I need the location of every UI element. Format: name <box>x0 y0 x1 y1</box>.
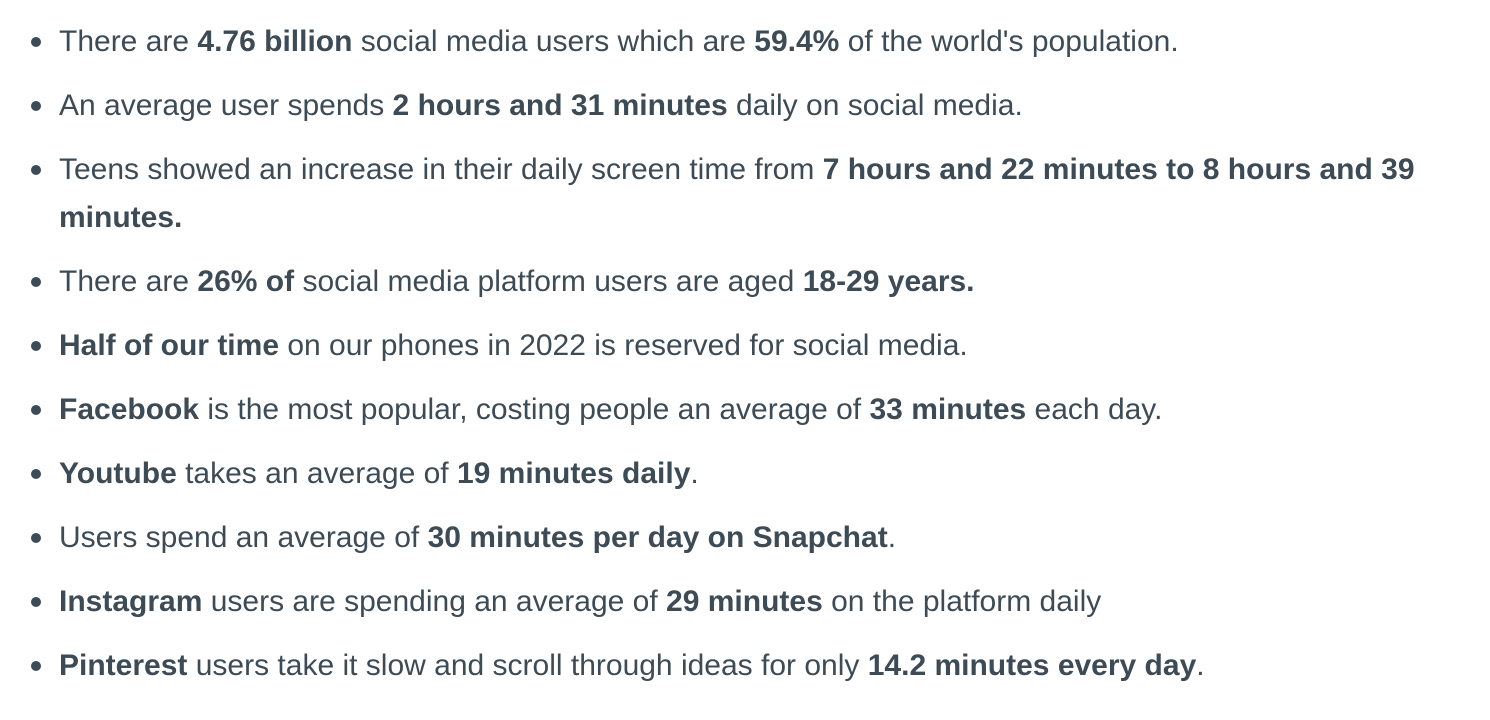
highlight-text: 7 hours and 22 minutes to 8 hours and 39… <box>59 153 1415 234</box>
highlight-text: 59.4% <box>754 25 840 58</box>
bullet-dot-icon <box>31 533 41 543</box>
bullet-dot-icon <box>31 341 41 351</box>
highlight-text: 33 minutes <box>869 393 1027 426</box>
highlight-text: 2 hours and 31 minutes <box>392 89 728 122</box>
body-text: An average user spends <box>59 89 393 122</box>
highlight-text: 14.2 minutes every day <box>867 649 1197 682</box>
highlight-text: 4.76 billion <box>197 25 353 58</box>
body-text: is the most popular, costing people an a… <box>199 393 870 426</box>
body-text: Teens showed an increase in their daily … <box>59 153 823 186</box>
list-item: Users spend an average of 30 minutes per… <box>0 514 1490 562</box>
bullet-dot-icon <box>31 165 41 175</box>
body-text: daily on social media. <box>727 89 1023 122</box>
bullet-dot-icon <box>31 277 41 287</box>
list-item: There are 4.76 billion social media user… <box>0 18 1490 66</box>
list-item: Facebook is the most popular, costing pe… <box>0 386 1490 434</box>
highlight-text: Instagram <box>59 585 203 618</box>
list-item: Pinterest users take it slow and scroll … <box>0 642 1490 690</box>
highlight-text: Pinterest <box>59 649 188 682</box>
bullet-dot-icon <box>31 469 41 479</box>
body-text: There are <box>59 265 198 298</box>
body-text: social media users which are <box>352 25 755 58</box>
bullet-dot-icon <box>31 661 41 671</box>
list-item: An average user spends 2 hours and 31 mi… <box>0 82 1490 130</box>
highlight-text: Youtube <box>59 457 177 490</box>
highlight-text: Facebook <box>59 393 200 426</box>
bullet-dot-icon <box>31 101 41 111</box>
list-item: Teens showed an increase in their daily … <box>0 146 1490 242</box>
body-text: . <box>1196 649 1205 682</box>
body-text: social media platform users are aged <box>294 265 803 298</box>
body-text: . <box>887 521 897 554</box>
body-text: on the platform daily <box>822 585 1102 618</box>
highlight-text: 26% of <box>197 265 295 298</box>
body-text: of the world's population. <box>839 25 1179 58</box>
body-text: Users spend an average of <box>59 521 428 554</box>
body-text: There are <box>59 25 198 58</box>
highlight-text: 19 minutes daily <box>456 457 691 490</box>
body-text: users are spending an average of <box>202 585 667 618</box>
list-item: Youtube takes an average of 19 minutes d… <box>0 450 1490 498</box>
bullet-dot-icon <box>31 405 41 415</box>
list-item: Instagram users are spending an average … <box>0 578 1490 626</box>
bullet-dot-icon <box>31 37 41 47</box>
body-text: . <box>690 457 699 490</box>
body-text: on our phones in 2022 is reserved for so… <box>279 329 968 362</box>
body-text: each day. <box>1026 393 1163 426</box>
list-item: Half of our time on our phones in 2022 i… <box>0 322 1490 370</box>
highlight-text: 29 minutes <box>666 585 823 618</box>
highlight-text: 30 minutes per day on Snapchat <box>427 521 888 554</box>
body-text: takes an average of <box>176 457 457 490</box>
body-text: users take it slow and scroll through id… <box>187 649 868 682</box>
bullet-dot-icon <box>31 597 41 607</box>
stats-bullet-list: There are 4.76 billion social media user… <box>0 18 1490 690</box>
highlight-text: Half of our time <box>59 329 280 362</box>
list-item: There are 26% of social media platform u… <box>0 258 1490 306</box>
highlight-text: 18-29 years. <box>802 265 975 298</box>
